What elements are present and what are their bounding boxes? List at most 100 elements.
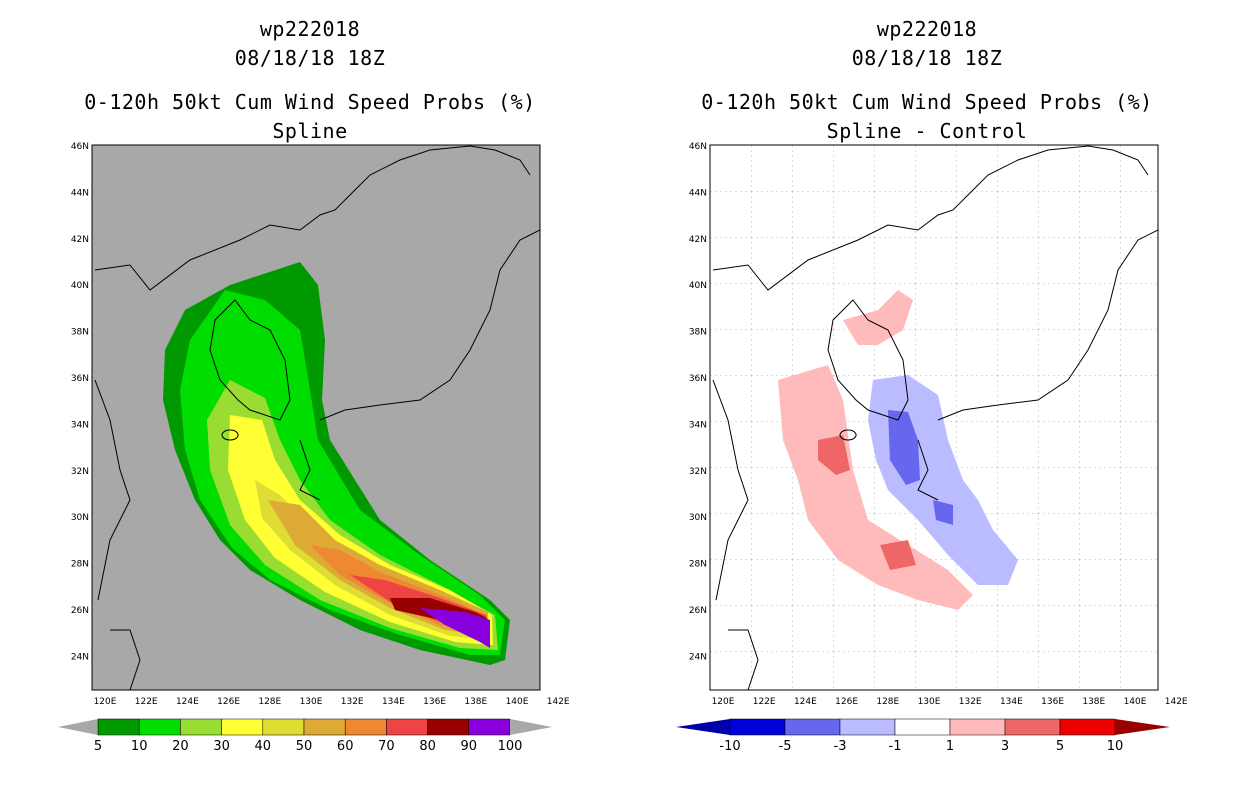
colorbar-label: 30 bbox=[213, 739, 230, 754]
lat-label: 42N bbox=[689, 235, 707, 245]
lat-label: 36N bbox=[689, 374, 707, 384]
colorbar-swatch bbox=[894, 718, 951, 736]
right-subtitle: Spline - Control bbox=[826, 119, 1028, 143]
lat-label: 30N bbox=[689, 513, 707, 523]
colorbar-label: 10 bbox=[131, 739, 148, 754]
colorbar-swatch bbox=[729, 718, 786, 736]
lat-label: 46N bbox=[689, 142, 707, 152]
colorbar-label: 20 bbox=[172, 739, 189, 754]
left-product-title: 0-120h 50kt Cum Wind Speed Probs (%) bbox=[84, 90, 536, 114]
lon-label: 138E bbox=[1082, 697, 1105, 707]
colorbar-label: 90 bbox=[461, 739, 478, 754]
left-datetime: 08/18/18 18Z bbox=[234, 46, 386, 70]
right-difference-map: 46N 44N 42N 40N 38N 36N 34N 32N 30N 28N 26N 24N 120… bbox=[676, 142, 1188, 754]
colorbar-label: 50 bbox=[296, 739, 313, 754]
colorbar-swatch bbox=[97, 718, 140, 736]
lon-label: 122E bbox=[753, 697, 776, 707]
lon-label: 134E bbox=[382, 697, 405, 707]
lon-label: 132E bbox=[341, 697, 364, 707]
lon-label: 140E bbox=[506, 697, 529, 707]
coastline-overlay bbox=[94, 145, 540, 690]
colorbar-label: 60 bbox=[337, 739, 354, 754]
coastline-overlay-r bbox=[712, 145, 1158, 690]
colorbar-swatch bbox=[262, 718, 305, 736]
colorbar-swatch bbox=[468, 718, 511, 736]
lat-label: 36N bbox=[71, 374, 89, 384]
right-map-frame bbox=[709, 144, 1159, 691]
colorbar-label: 5 bbox=[1056, 739, 1064, 754]
right-colorbar-arrow-high bbox=[1115, 719, 1170, 735]
colorbar-label: -5 bbox=[779, 739, 792, 754]
lon-label: 130E bbox=[918, 697, 941, 707]
colorbar-label: -10 bbox=[719, 739, 740, 754]
lat-label: 34N bbox=[689, 420, 707, 430]
lat-label: 24N bbox=[71, 652, 89, 662]
colorbar-swatch bbox=[1004, 718, 1061, 736]
lat-label: 42N bbox=[71, 235, 89, 245]
lon-label: 142E bbox=[547, 697, 570, 707]
colorbar-swatch bbox=[1059, 718, 1116, 736]
colorbar-swatch bbox=[221, 718, 264, 736]
lon-label: 124E bbox=[794, 697, 817, 707]
left-colorbar-arrow-high bbox=[510, 719, 552, 735]
left-probability-contours bbox=[94, 145, 540, 690]
colorbar-swatch bbox=[344, 718, 387, 736]
left-longitude-labels: 120E 122E 124E 126E 128E 130E 132E 134E 136E 138E… bbox=[94, 697, 570, 707]
diff-band-neg3 bbox=[888, 410, 920, 485]
lat-label: 30N bbox=[71, 513, 89, 523]
right-storm-id: wp222018 bbox=[876, 17, 978, 41]
lat-label: 46N bbox=[71, 142, 89, 152]
left-colorbar-arrow-low bbox=[58, 719, 98, 735]
diff-band-pos3b bbox=[880, 540, 916, 570]
lon-label: 120E bbox=[94, 697, 117, 707]
prob-band-10 bbox=[180, 290, 505, 655]
right-difference-contours bbox=[712, 145, 1158, 690]
lat-label: 26N bbox=[71, 606, 89, 616]
lat-label: 40N bbox=[71, 281, 89, 291]
colorbar-label: -1 bbox=[889, 739, 902, 754]
colorbar-swatch bbox=[138, 718, 181, 736]
lat-label: 24N bbox=[689, 652, 707, 662]
lon-label: 142E bbox=[1165, 697, 1188, 707]
left-latitude-labels: 46N 44N 42N 40N 38N 36N 34N 32N 30N 28N 26N 24N bbox=[71, 142, 89, 662]
colorbar-swatch bbox=[180, 718, 222, 736]
lon-label: 136E bbox=[1041, 697, 1064, 707]
lat-label: 44N bbox=[71, 188, 89, 198]
colorbar-swatch bbox=[427, 718, 470, 736]
lon-label: 138E bbox=[464, 697, 487, 707]
colorbar-label: -3 bbox=[834, 739, 847, 754]
lat-label: 38N bbox=[689, 328, 707, 338]
lon-label: 126E bbox=[835, 697, 858, 707]
diff-band-pos1 bbox=[778, 365, 973, 610]
lat-label: 28N bbox=[71, 560, 89, 570]
lon-label: 126E bbox=[217, 697, 240, 707]
colorbar-label: 1 bbox=[946, 739, 954, 754]
colorbar-swatch bbox=[949, 718, 1006, 736]
colorbar-label: 100 bbox=[498, 739, 523, 754]
lon-label: 128E bbox=[876, 697, 899, 707]
colorbar-label: 40 bbox=[255, 739, 272, 754]
lon-label: 140E bbox=[1124, 697, 1147, 707]
diff-band-neg3b bbox=[933, 500, 953, 525]
lon-label: 132E bbox=[959, 697, 982, 707]
lat-label: 26N bbox=[689, 606, 707, 616]
lon-label: 136E bbox=[423, 697, 446, 707]
right-longitude-labels: 120E 122E 124E 126E 128E 130E 132E 134E 136E 138E… bbox=[712, 697, 1188, 707]
colorbar-swatch bbox=[303, 718, 346, 736]
left-subtitle: Spline bbox=[272, 119, 348, 143]
left-storm-id: wp222018 bbox=[259, 17, 361, 41]
colorbar-label: 70 bbox=[378, 739, 395, 754]
left-map-frame bbox=[91, 144, 541, 691]
lon-label: 122E bbox=[135, 697, 158, 707]
lon-label: 120E bbox=[712, 697, 735, 707]
lat-label: 32N bbox=[689, 467, 707, 477]
lat-label: 34N bbox=[71, 420, 89, 430]
lat-label: 38N bbox=[71, 328, 89, 338]
left-colorbar: 5 10 20 30 40 50 60 70 80 90 100 bbox=[58, 718, 552, 754]
right-colorbar-arrow-low bbox=[676, 719, 730, 735]
colorbar-label: 3 bbox=[1001, 739, 1009, 754]
lat-label: 44N bbox=[689, 188, 707, 198]
colorbar-label: 5 bbox=[94, 739, 102, 754]
diff-band-pos3 bbox=[818, 435, 850, 475]
colorbar-label: 10 bbox=[1107, 739, 1124, 754]
